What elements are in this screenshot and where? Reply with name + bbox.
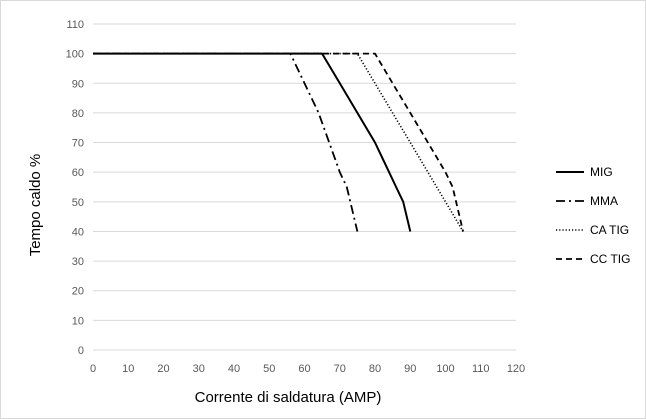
x-tick-labels: 0 10 20 30 40 50 60 70 80 90 100 110 120 [90, 363, 525, 375]
y-tick-label-7: 70 [72, 138, 84, 150]
y-tick-label-2: 20 [72, 286, 84, 298]
y-tick-label-4: 40 [72, 226, 84, 238]
y-tick-label-1: 10 [72, 315, 84, 327]
x-tick-label-7: 70 [334, 363, 346, 375]
y-tick-label-0: 0 [78, 345, 84, 357]
legend: MIG MMA CA TIG CC TIG [556, 165, 630, 266]
x-tick-label-8: 80 [369, 363, 381, 375]
y-tick-label-11: 110 [66, 19, 84, 31]
x-axis-title: Corrente di saldatura (AMP) [195, 389, 382, 406]
y-tick-label-8: 80 [72, 108, 84, 120]
x-tick-label-12: 120 [507, 363, 525, 375]
x-tick-label-5: 50 [263, 363, 275, 375]
y-tick-label-3: 30 [72, 256, 84, 268]
legend-label-2: CA TIG [590, 223, 629, 237]
y-tick-labels: 0 10 20 30 40 50 60 70 80 90 100 110 [66, 19, 84, 357]
x-tick-label-6: 60 [298, 363, 310, 375]
series-line-cc-tig [93, 52, 464, 232]
x-tick-label-0: 0 [90, 363, 96, 375]
x-tick-label-4: 40 [228, 363, 240, 375]
y-tick-label-5: 50 [72, 197, 84, 209]
y-tick-label-6: 60 [72, 167, 84, 179]
legend-label-3: CC TIG [590, 252, 630, 266]
legend-label-1: MMA [590, 194, 618, 208]
x-tick-label-9: 90 [404, 363, 416, 375]
y-tick-label-10: 100 [66, 49, 84, 61]
series-line-mig [93, 52, 412, 232]
x-tick-label-10: 100 [436, 363, 454, 375]
legend-label-0: MIG [590, 165, 613, 179]
x-tick-label-1: 10 [122, 363, 134, 375]
y-axis-title: Tempo caldo % [27, 154, 44, 257]
x-tick-label-3: 30 [193, 363, 205, 375]
series-lines [93, 52, 464, 232]
x-tick-label-2: 20 [157, 363, 169, 375]
y-tick-label-9: 90 [72, 78, 84, 90]
x-tick-label-11: 110 [472, 363, 490, 375]
